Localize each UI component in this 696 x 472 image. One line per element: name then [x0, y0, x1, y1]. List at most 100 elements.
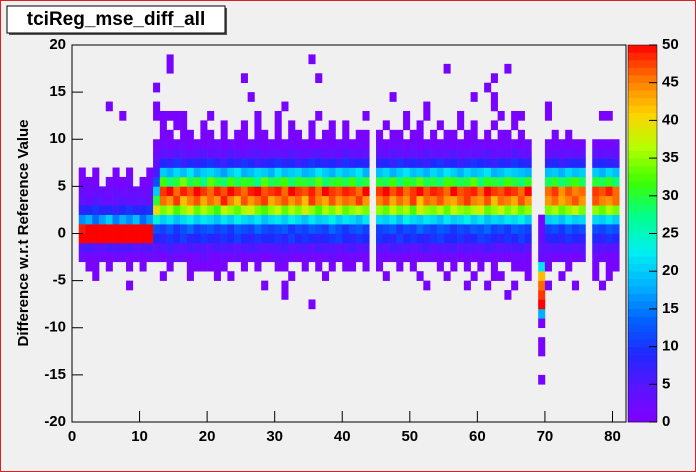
cell: [544, 167, 552, 178]
cell: [126, 261, 134, 272]
cell: [362, 224, 370, 234]
cell: [355, 139, 363, 149]
colorbar-band: [628, 384, 657, 393]
cell: [416, 120, 424, 131]
cell: [544, 101, 552, 112]
cell: [328, 261, 336, 272]
cell: [281, 186, 289, 197]
cell: [78, 214, 86, 225]
colorbar-band: [628, 308, 657, 317]
cell: [227, 167, 235, 178]
cell: [200, 129, 208, 140]
cell: [294, 252, 303, 263]
cell: [470, 186, 478, 197]
cell: [126, 195, 134, 206]
cell: [565, 167, 573, 178]
cell: [267, 252, 275, 263]
cell: [180, 148, 188, 159]
cell: [551, 252, 559, 263]
cell: [457, 167, 465, 178]
cell: [85, 261, 93, 272]
cell: [484, 176, 492, 187]
cell: [511, 195, 519, 206]
cell: [355, 233, 363, 244]
cell: [416, 242, 424, 253]
cell: [207, 233, 215, 244]
cell: [463, 280, 471, 291]
cell: [423, 195, 431, 206]
cell: [592, 224, 600, 234]
cell: [409, 252, 417, 263]
cell: [551, 205, 559, 215]
cell: [396, 233, 404, 244]
cell: [139, 252, 147, 263]
cell: [207, 148, 215, 159]
cell: [173, 148, 181, 159]
cell: [92, 233, 100, 244]
cell: [119, 233, 127, 244]
cell: [294, 195, 303, 206]
cell: [200, 167, 208, 178]
cell: [612, 261, 620, 272]
cell: [497, 176, 505, 187]
cell: [281, 290, 289, 300]
cell: [159, 252, 167, 263]
cell: [443, 205, 451, 215]
cell: [565, 195, 573, 206]
cell: [504, 176, 512, 187]
cell: [207, 167, 215, 178]
cell: [463, 242, 471, 253]
cell: [497, 271, 505, 281]
cell: [166, 214, 174, 225]
cell: [382, 224, 390, 234]
cell: [612, 214, 620, 225]
cell: [166, 176, 174, 187]
cell: [159, 195, 167, 206]
cell: [551, 148, 559, 159]
cell: [321, 139, 330, 149]
x-tick-label: 20: [199, 428, 216, 445]
cell: [605, 271, 613, 281]
cell: [612, 158, 620, 168]
cell: [382, 148, 390, 159]
cell: [180, 195, 188, 206]
colorbar-band: [628, 271, 657, 280]
cell: [207, 261, 215, 272]
cell: [416, 214, 424, 225]
cell: [159, 120, 167, 131]
cell: [457, 242, 465, 253]
cell: [538, 224, 546, 234]
cell: [173, 214, 181, 225]
cell: [315, 158, 323, 168]
colorbar-band: [628, 218, 657, 227]
cell: [504, 167, 512, 178]
cell: [281, 261, 289, 272]
cell: [166, 252, 174, 263]
cell: [477, 242, 485, 253]
cell: [389, 252, 397, 263]
cell: [376, 195, 384, 206]
y-tick-label: -10: [44, 319, 66, 336]
title-box: [6, 5, 226, 34]
cell: [490, 233, 498, 244]
cell: [220, 214, 228, 225]
cell: [376, 167, 384, 178]
cell: [200, 148, 208, 159]
cell: [240, 148, 248, 159]
cell: [612, 176, 620, 187]
cell: [146, 167, 154, 178]
cell: [234, 139, 242, 149]
cell: [200, 120, 208, 131]
cell: [436, 261, 444, 272]
cell: [376, 176, 384, 187]
cell: [92, 205, 100, 215]
cell: [551, 167, 559, 178]
cell: [301, 261, 309, 272]
cell: [301, 158, 309, 168]
cell: [484, 148, 492, 159]
cell: [355, 195, 363, 206]
cell: [578, 158, 586, 168]
cell: [220, 195, 228, 206]
cell: [153, 158, 161, 168]
